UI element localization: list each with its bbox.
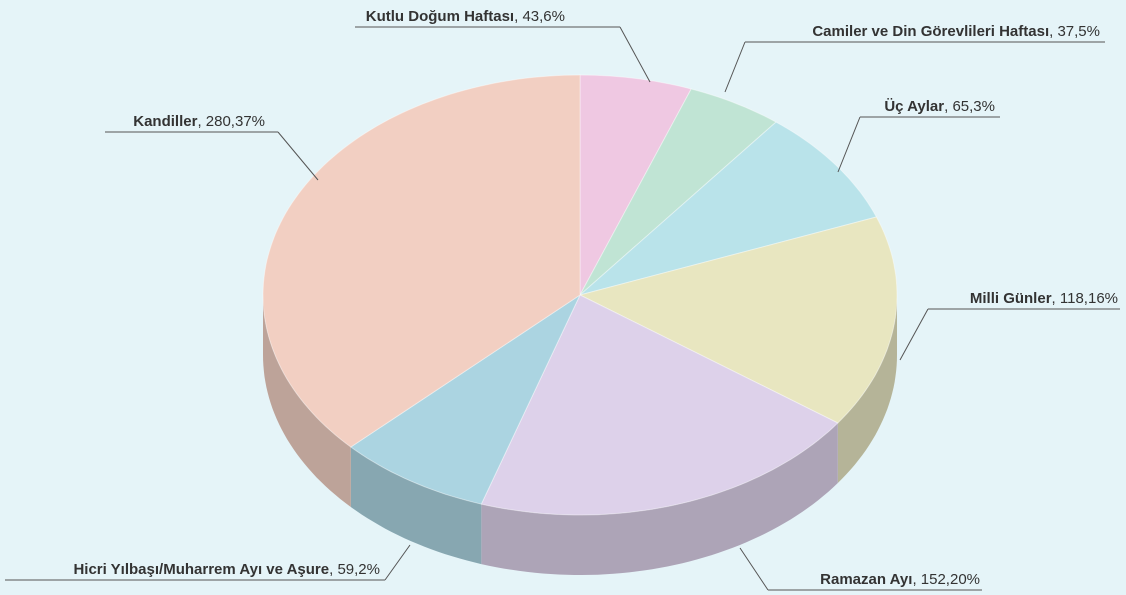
slice-label: Ramazan Ayı, 152,20% (820, 571, 980, 588)
slice-side-shade (837, 295, 897, 483)
slice (578, 216, 898, 424)
category-name: Camiler ve Din Görevlileri Haftası (812, 23, 1049, 40)
category-name: Milli Günler (970, 290, 1052, 307)
value-label: 152,20% (921, 571, 980, 588)
separator: , (197, 113, 205, 130)
pie-tops (262, 74, 898, 516)
category-name: Kandiller (133, 113, 197, 130)
separator: , (329, 561, 337, 578)
slice (579, 121, 878, 296)
separator: , (944, 98, 952, 115)
slice (262, 74, 581, 448)
slice-label: Kutlu Doğum Haftası, 43,6% (366, 8, 565, 25)
slice-side-shade (263, 295, 351, 507)
labels: Kutlu Doğum Haftası, 43,6% Camiler ve Din… (5, 8, 1120, 591)
value-label: 37,5% (1057, 23, 1100, 40)
separator: , (1052, 290, 1060, 307)
separator: , (514, 8, 522, 25)
leader-line (837, 116, 1000, 173)
leader-line (105, 131, 319, 181)
leader-line (899, 308, 1120, 361)
slice-label: Kandiller, 280,37% (133, 113, 265, 130)
leader-line (5, 544, 411, 581)
pie-sides (263, 295, 897, 575)
category-name: Hicri Yılbaşı/Muharrem Ayı ve Aşure (73, 561, 329, 578)
value-label: 59,2% (337, 561, 380, 578)
separator: , (1049, 23, 1057, 40)
slice-side-shade (350, 447, 482, 565)
leader-line (739, 547, 982, 591)
slice-side (350, 447, 482, 565)
value-label: 280,37% (206, 113, 265, 130)
slice-side (481, 423, 838, 575)
slice-side-shade (481, 423, 838, 575)
slice-label: Camiler ve Din Görevlileri Haftası, 37,5… (812, 23, 1100, 40)
separator: , (912, 571, 920, 588)
slice (349, 293, 582, 505)
value-label: 43,6% (522, 8, 565, 25)
category-name: Üç Aylar (884, 98, 944, 115)
value-label: 65,3% (952, 98, 995, 115)
slice-side (263, 295, 351, 507)
category-name: Ramazan Ayı (820, 571, 912, 588)
leader-line (724, 41, 1105, 93)
slice (480, 294, 839, 516)
slice (579, 88, 777, 296)
category-name: Kutlu Doğum Haftası (366, 8, 514, 25)
value-label: 118,16% (1060, 290, 1118, 307)
slice-label: Hicri Yılbaşı/Muharrem Ayı ve Aşure, 59,… (73, 561, 380, 578)
slice-label: Üç Aylar, 65,3% (884, 98, 995, 115)
slice-side (837, 295, 897, 483)
leader-line (355, 26, 651, 83)
slice-label: Milli Günler, 118,16% (970, 290, 1118, 307)
slice (579, 74, 692, 296)
